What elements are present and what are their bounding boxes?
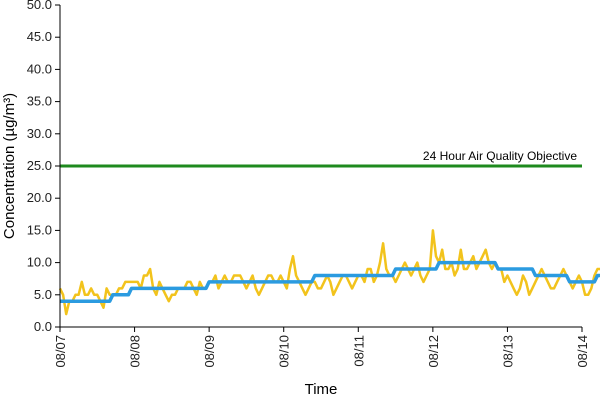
y-tick-label: 10.0 bbox=[27, 255, 52, 270]
y-tick-label: 15.0 bbox=[27, 222, 52, 237]
hourly-series-line bbox=[58, 229, 600, 316]
y-axis-ticks: 0.0 5.0 10.0 15.0 20.0 25.0 30.0 35.0 40.0 45.0 50… bbox=[27, 0, 60, 334]
y-tick-label: 5.0 bbox=[34, 287, 52, 302]
series-layer bbox=[58, 164, 600, 316]
y-axis-title: Concentration (µg/m³) bbox=[1, 93, 18, 239]
rolling-average-series-line bbox=[60, 260, 600, 303]
x-tick-label: 08/11 bbox=[351, 335, 366, 367]
y-tick-label: 0.0 bbox=[34, 319, 52, 334]
x-axis-title: Time bbox=[305, 381, 338, 398]
x-tick-label: 08/12 bbox=[426, 335, 441, 368]
x-tick-label: 08/07 bbox=[53, 335, 68, 368]
objective-label: 24 Hour Air Quality Objective bbox=[423, 149, 577, 163]
axes bbox=[59, 5, 582, 328]
x-tick-label: 08/14 bbox=[575, 335, 590, 368]
x-tick-label: 08/13 bbox=[500, 335, 515, 368]
y-tick-label: 45.0 bbox=[27, 29, 52, 44]
y-tick-label: 20.0 bbox=[27, 190, 52, 205]
y-tick-label: 35.0 bbox=[27, 94, 52, 109]
y-tick-label: 25.0 bbox=[27, 158, 52, 173]
y-tick-label: 40.0 bbox=[27, 61, 52, 76]
x-tick-label: 08/09 bbox=[202, 335, 217, 368]
x-tick-label: 08/10 bbox=[277, 335, 292, 368]
y-tick-label: 30.0 bbox=[27, 126, 52, 141]
x-tick-label: 08/08 bbox=[128, 335, 143, 368]
y-tick-label: 50.0 bbox=[27, 0, 52, 12]
x-axis-ticks: 08/07 08/08 08/09 08/10 08/11 08/12 08/13 08/14 bbox=[53, 327, 590, 368]
